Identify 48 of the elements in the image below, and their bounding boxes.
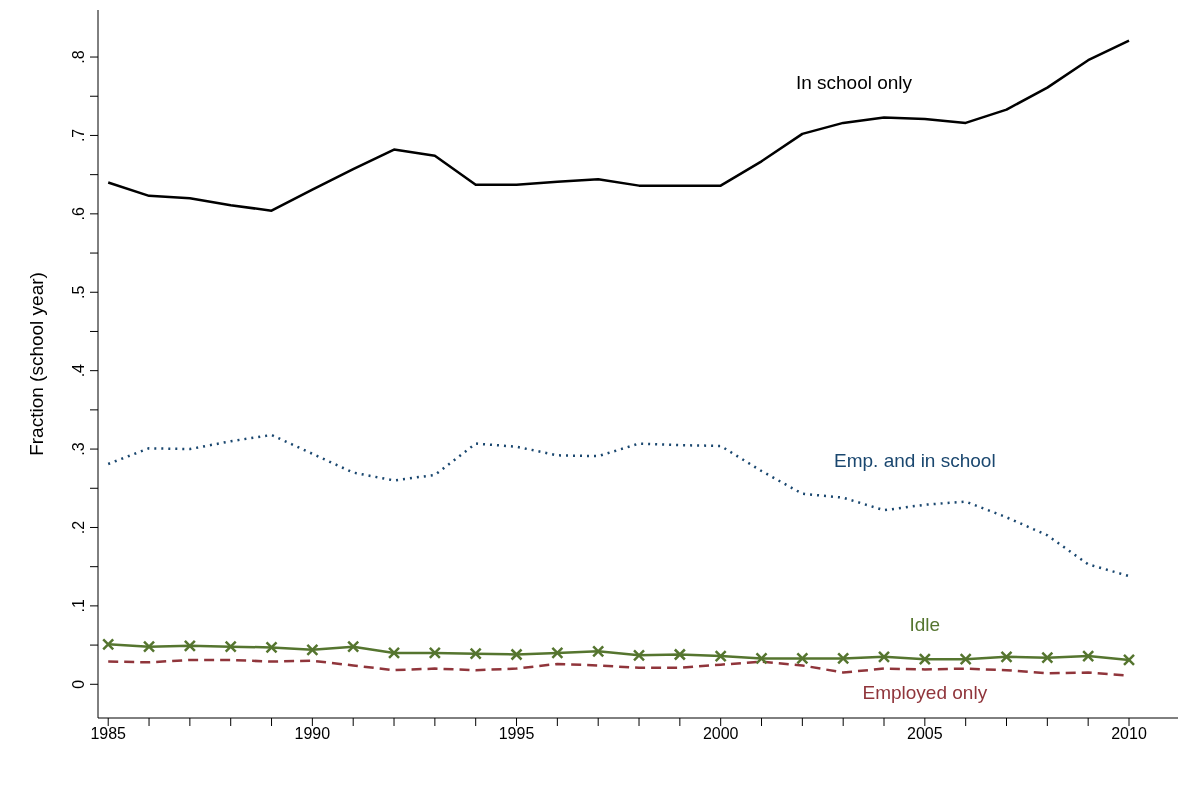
point — [714, 649, 727, 663]
point — [673, 648, 687, 661]
point — [510, 648, 523, 661]
point — [1122, 653, 1136, 667]
y-tick-label: .3 — [70, 442, 87, 456]
point — [346, 640, 360, 653]
point — [551, 646, 564, 660]
point — [959, 652, 972, 666]
y-tick-label: .8 — [70, 50, 87, 64]
point — [265, 641, 278, 654]
point — [1000, 650, 1013, 664]
point — [836, 652, 850, 665]
x-tick-label: 1985 — [90, 725, 127, 743]
y-tick-label: .5 — [70, 285, 87, 299]
point — [101, 638, 115, 651]
point — [306, 643, 319, 657]
y-tick-label: .4 — [70, 363, 87, 378]
point — [142, 640, 156, 653]
point — [1081, 649, 1095, 663]
y-tick-label: .7 — [70, 128, 87, 143]
y-tick-label: 0 — [70, 679, 87, 689]
series-label: Emp. and in school — [834, 449, 996, 471]
line-series — [106, 39, 1131, 212]
y-tick-label: .1 — [70, 599, 87, 613]
point — [755, 652, 768, 665]
point — [877, 650, 891, 664]
x-tick-label: 1995 — [498, 725, 535, 743]
point — [1041, 651, 1054, 664]
x-tick-label: 2010 — [1111, 725, 1147, 743]
point — [224, 640, 237, 653]
series-label: Employed only — [862, 682, 988, 704]
point — [591, 645, 605, 658]
line-series — [106, 433, 1131, 578]
point — [428, 646, 442, 660]
x-tick-label: 2000 — [702, 725, 739, 743]
point — [469, 647, 482, 660]
y-tick-label: .6 — [70, 207, 87, 221]
y-axis-title: Fraction (school year) — [25, 272, 47, 456]
point — [796, 652, 809, 665]
x-tick-label: 1990 — [294, 725, 331, 743]
series-label: In school only — [795, 72, 913, 94]
point — [387, 646, 401, 660]
series-label: Idle — [909, 614, 941, 636]
point — [918, 652, 932, 666]
y-tick-label: .2 — [70, 520, 87, 535]
x-tick-label: 2005 — [907, 725, 943, 743]
point — [632, 649, 646, 662]
point — [183, 639, 197, 653]
